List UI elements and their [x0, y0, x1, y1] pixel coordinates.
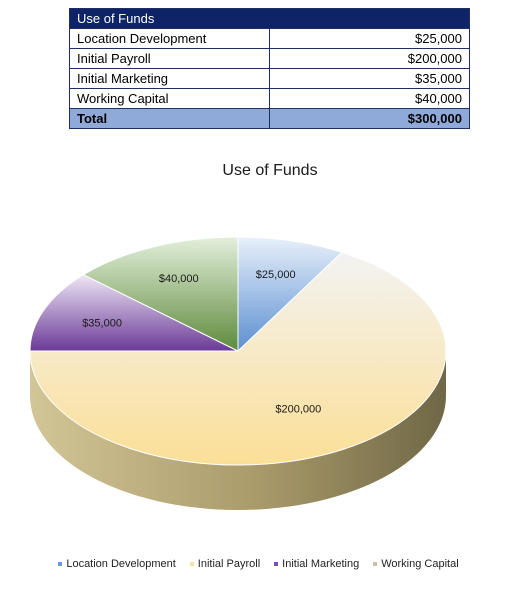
row-label: Working Capital	[69, 88, 270, 109]
legend-label: Working Capital	[381, 558, 459, 570]
row-label: Initial Marketing	[69, 68, 270, 89]
total-value: $300,000	[269, 108, 470, 129]
legend-item: Location Development	[58, 558, 176, 570]
chart-legend: Location Development Initial Payroll Ini…	[0, 558, 517, 570]
pie-slice-location-development	[237, 236, 343, 353]
pie-slice-working-capital	[82, 236, 239, 352]
legend-item: Initial Marketing	[274, 558, 359, 570]
legend-swatch	[373, 562, 378, 566]
data-label-initial-marketing: $35,000	[82, 317, 122, 329]
legend-swatch	[189, 562, 194, 566]
total-label: Total	[69, 108, 270, 129]
data-label-initial-payroll: $200,000	[275, 403, 321, 415]
chart-title: Use of Funds	[222, 162, 318, 179]
legend-item: Working Capital	[373, 558, 459, 570]
table-total-row: Total $300,000	[69, 108, 470, 129]
table-row: Working Capital $40,000	[69, 88, 470, 109]
pie-side-wall	[30, 351, 446, 510]
legend-swatch	[58, 562, 63, 566]
row-label: Location Development	[69, 28, 270, 49]
legend-label: Location Development	[66, 558, 176, 570]
table-header: Use of Funds	[69, 8, 470, 29]
pie-slice-initial-payroll	[29, 251, 447, 466]
legend-item: Initial Payroll	[189, 558, 261, 570]
table-row: Location Development $25,000	[69, 28, 470, 49]
legend-swatch	[274, 562, 279, 566]
pie-slice-initial-marketing	[29, 274, 239, 352]
data-label-working-capital: $40,000	[159, 273, 199, 285]
legend-label: Initial Payroll	[197, 558, 261, 570]
legend-label: Initial Marketing	[282, 558, 360, 570]
use-of-funds-table: Use of Funds Location Development $25,00…	[69, 8, 470, 129]
data-label-location-development: $25,000	[256, 269, 296, 281]
table-header-row: Use of Funds	[69, 8, 470, 29]
